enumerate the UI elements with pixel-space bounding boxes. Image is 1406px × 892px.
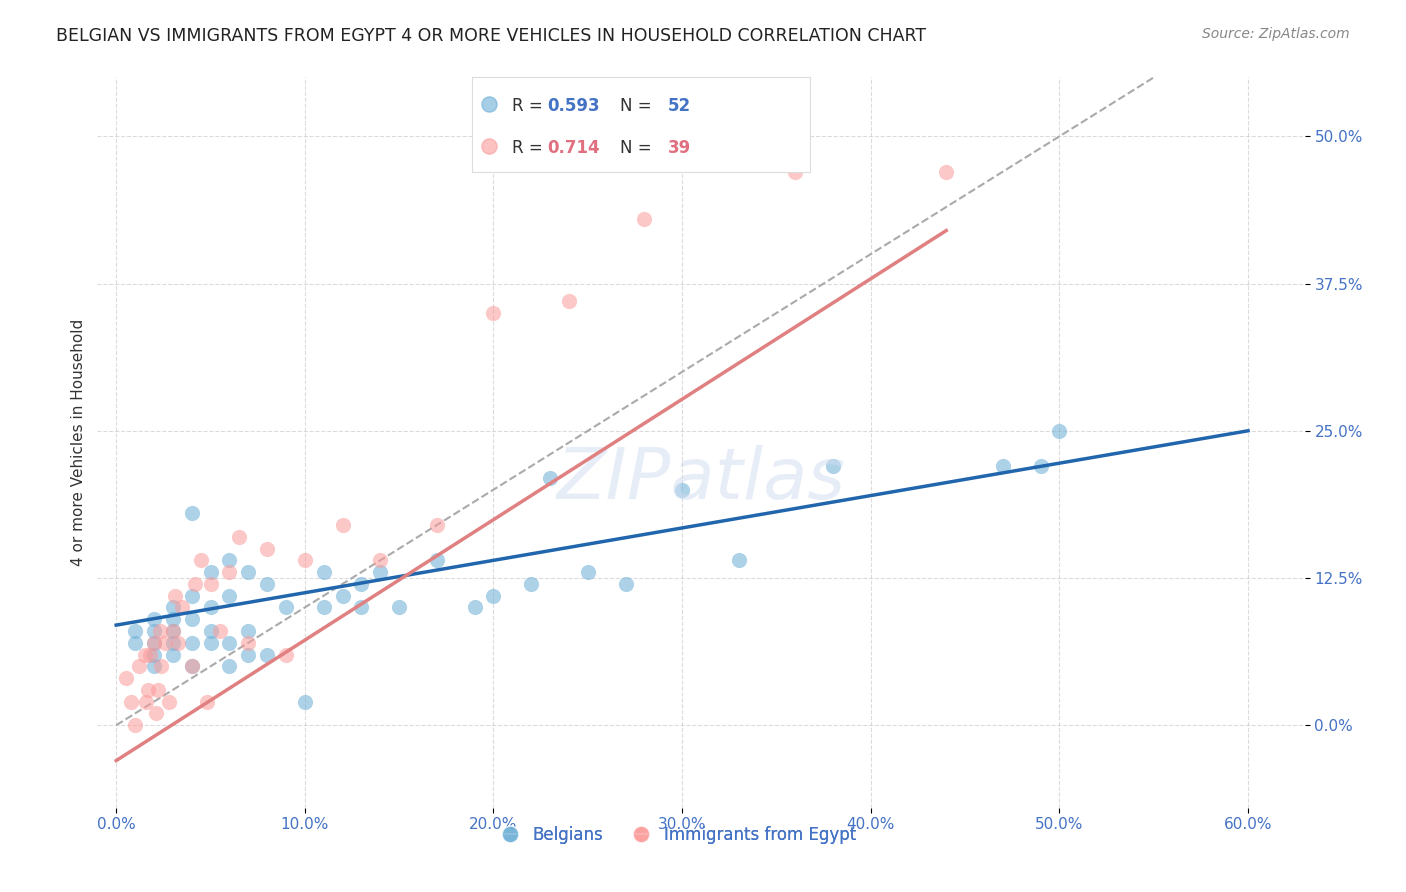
Point — [195, 695, 218, 709]
Point — [464, 600, 486, 615]
Point — [332, 518, 354, 533]
Point — [238, 565, 260, 579]
Point — [785, 164, 807, 178]
Point — [256, 648, 278, 662]
Point — [256, 541, 278, 556]
Point — [538, 471, 561, 485]
Point — [136, 682, 159, 697]
Point — [149, 624, 172, 638]
Point — [368, 565, 391, 579]
Point — [180, 612, 202, 626]
Point — [350, 577, 373, 591]
Point — [426, 553, 449, 567]
Point — [180, 506, 202, 520]
Point — [162, 612, 184, 626]
Point — [142, 648, 165, 662]
Point — [991, 459, 1014, 474]
Point — [162, 624, 184, 638]
Point — [218, 589, 240, 603]
Point — [135, 695, 157, 709]
Point — [312, 565, 335, 579]
Point — [671, 483, 693, 497]
Point — [145, 706, 167, 721]
Point — [633, 211, 655, 226]
Point — [294, 695, 316, 709]
Point — [120, 695, 142, 709]
Point — [162, 600, 184, 615]
Point — [218, 636, 240, 650]
Point — [1049, 424, 1071, 438]
Point — [142, 624, 165, 638]
Point — [576, 565, 599, 579]
Point — [228, 530, 250, 544]
Point — [200, 600, 222, 615]
Point — [162, 636, 184, 650]
Point — [558, 294, 581, 309]
Point — [200, 636, 222, 650]
Point — [256, 577, 278, 591]
Legend: Belgians, Immigrants from Egypt: Belgians, Immigrants from Egypt — [491, 819, 862, 850]
Point — [124, 718, 146, 732]
Point — [200, 577, 222, 591]
Point — [482, 589, 505, 603]
Point — [426, 518, 449, 533]
Point — [350, 600, 373, 615]
Point — [312, 600, 335, 615]
Point — [482, 306, 505, 320]
Point — [208, 624, 231, 638]
Point — [180, 589, 202, 603]
Point — [1029, 459, 1052, 474]
Point — [162, 624, 184, 638]
Point — [162, 648, 184, 662]
Point — [238, 648, 260, 662]
Point — [190, 553, 212, 567]
Point — [180, 659, 202, 673]
Point — [167, 636, 190, 650]
Text: BELGIAN VS IMMIGRANTS FROM EGYPT 4 OR MORE VEHICLES IN HOUSEHOLD CORRELATION CHA: BELGIAN VS IMMIGRANTS FROM EGYPT 4 OR MO… — [56, 27, 927, 45]
Text: Source: ZipAtlas.com: Source: ZipAtlas.com — [1202, 27, 1350, 41]
Point — [163, 589, 186, 603]
Point — [180, 636, 202, 650]
Point — [200, 624, 222, 638]
Point — [821, 459, 844, 474]
Point — [114, 671, 136, 685]
Point — [150, 659, 173, 673]
Point — [155, 636, 177, 650]
Point — [218, 565, 240, 579]
Point — [274, 648, 297, 662]
Point — [727, 553, 749, 567]
Point — [142, 636, 165, 650]
Point — [332, 589, 354, 603]
Point — [124, 624, 146, 638]
Point — [274, 600, 297, 615]
Text: ZIPatlas: ZIPatlas — [557, 444, 845, 514]
Point — [218, 659, 240, 673]
Point — [180, 659, 202, 673]
Point — [388, 600, 411, 615]
Point — [218, 553, 240, 567]
Point — [139, 648, 162, 662]
Point — [142, 659, 165, 673]
Y-axis label: 4 or more Vehicles in Household: 4 or more Vehicles in Household — [72, 319, 86, 566]
Point — [520, 577, 543, 591]
Point — [294, 553, 316, 567]
Point — [184, 577, 207, 591]
Point — [935, 164, 957, 178]
Point — [614, 577, 637, 591]
Point — [238, 636, 260, 650]
Point — [368, 553, 391, 567]
Point — [172, 600, 194, 615]
Point — [142, 636, 165, 650]
Point — [128, 659, 150, 673]
Point — [124, 636, 146, 650]
Point — [200, 565, 222, 579]
Point — [134, 648, 156, 662]
Point — [146, 682, 169, 697]
Point — [238, 624, 260, 638]
Point — [157, 695, 180, 709]
Point — [142, 612, 165, 626]
